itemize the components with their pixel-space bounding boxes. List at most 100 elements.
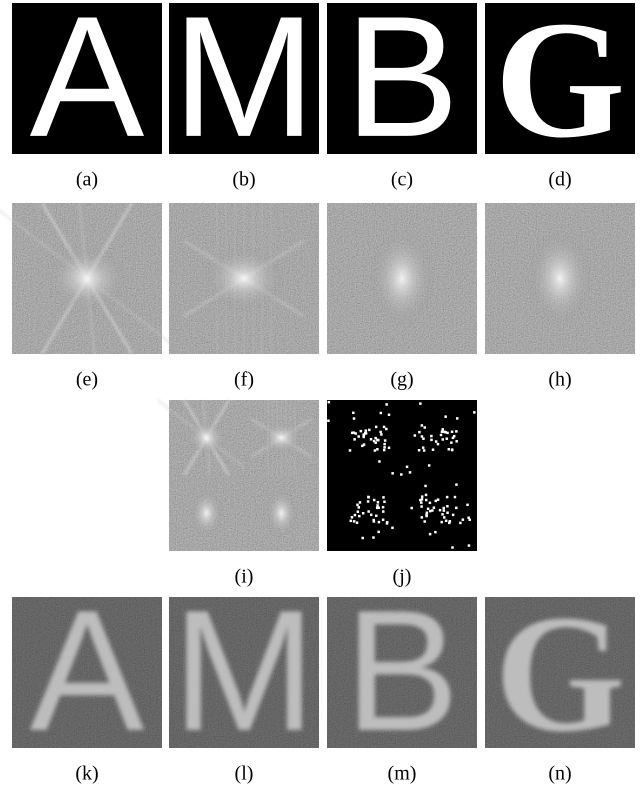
- panel: M(b): [169, 0, 319, 191]
- dot: [373, 499, 376, 502]
- dot: [425, 494, 428, 497]
- dot: [441, 430, 444, 433]
- dot: [446, 437, 449, 440]
- dot: [353, 520, 356, 523]
- dot: [373, 440, 376, 443]
- dot: [430, 439, 433, 442]
- dot: [354, 514, 357, 517]
- dot: [455, 440, 458, 443]
- dot: [421, 435, 424, 438]
- panel-label: (l): [235, 763, 254, 785]
- dot: [372, 519, 375, 522]
- dot: [363, 443, 366, 446]
- center-glow: [45, 245, 129, 311]
- dot: [422, 437, 425, 440]
- panel: (e): [0, 203, 185, 391]
- dot: [367, 500, 370, 503]
- dot: [374, 437, 377, 440]
- panel-label: (g): [390, 369, 413, 391]
- dot: [370, 514, 373, 517]
- dot: [423, 520, 426, 523]
- dot: [383, 446, 386, 449]
- dot: [451, 449, 454, 452]
- dot: [429, 533, 432, 536]
- dot: [375, 515, 378, 518]
- dot: [385, 428, 388, 431]
- dot: [442, 507, 445, 510]
- dot: [448, 448, 451, 451]
- dot: [360, 430, 363, 433]
- panel: (i): [158, 400, 319, 588]
- dot: [362, 512, 365, 515]
- dot: [421, 516, 424, 519]
- dot: [452, 514, 455, 517]
- dot: [356, 521, 359, 524]
- dot: [420, 505, 423, 508]
- dot: [424, 485, 427, 488]
- dot: [443, 516, 446, 519]
- panel: (g): [327, 203, 477, 391]
- panel: B(m): [327, 575, 477, 785]
- dot: [426, 512, 429, 515]
- dot: [353, 417, 356, 420]
- dot: [473, 411, 476, 414]
- dot: [368, 429, 371, 432]
- dot: [361, 537, 364, 540]
- dot: [349, 449, 352, 452]
- dot: [388, 414, 391, 417]
- dot: [374, 449, 377, 452]
- dot: [382, 496, 385, 499]
- center-glow: [190, 488, 223, 538]
- dot: [364, 432, 367, 435]
- dot: [453, 435, 456, 438]
- dot: [376, 507, 379, 510]
- dot: [462, 518, 465, 521]
- dot: [386, 522, 389, 525]
- dot: [418, 431, 421, 434]
- letter: B: [345, 0, 460, 173]
- dot: [442, 438, 445, 441]
- dot: [383, 443, 386, 446]
- panel: G(d): [485, 0, 635, 191]
- panel: A(k): [12, 575, 162, 785]
- dot: [429, 510, 432, 512]
- dot: [451, 431, 454, 434]
- letter: A: [30, 0, 145, 173]
- dot: [435, 440, 438, 443]
- dot: [383, 449, 386, 452]
- dot: [383, 426, 386, 429]
- dot: [367, 496, 370, 499]
- dot: [445, 520, 448, 523]
- dot: [352, 431, 355, 434]
- dot: [377, 501, 380, 504]
- dot: [459, 522, 462, 525]
- dot: [448, 522, 451, 525]
- dot: [353, 438, 356, 441]
- panel: (j): [327, 400, 477, 588]
- panel: M(l): [169, 575, 319, 785]
- dot: [440, 521, 443, 524]
- dot: [400, 473, 403, 476]
- dot: [367, 510, 370, 513]
- dot: [421, 495, 424, 498]
- dot: [440, 434, 443, 437]
- dot: [357, 510, 360, 513]
- dot: [356, 504, 359, 507]
- center-glow: [202, 245, 286, 311]
- dot: [437, 498, 440, 501]
- dot: [358, 515, 361, 518]
- dot: [362, 436, 365, 439]
- dot: [384, 439, 387, 442]
- panel-label: (h): [548, 369, 571, 391]
- dot: [376, 448, 379, 451]
- letter: B: [345, 575, 460, 767]
- panel: (f): [169, 203, 319, 391]
- dot: [350, 520, 353, 523]
- dot: [428, 464, 431, 467]
- dot: [456, 417, 459, 420]
- panel: B(c): [327, 0, 477, 191]
- letter: G: [495, 581, 626, 767]
- dot: [451, 546, 454, 549]
- letter: M: [172, 575, 315, 767]
- panel-label: (e): [76, 369, 98, 391]
